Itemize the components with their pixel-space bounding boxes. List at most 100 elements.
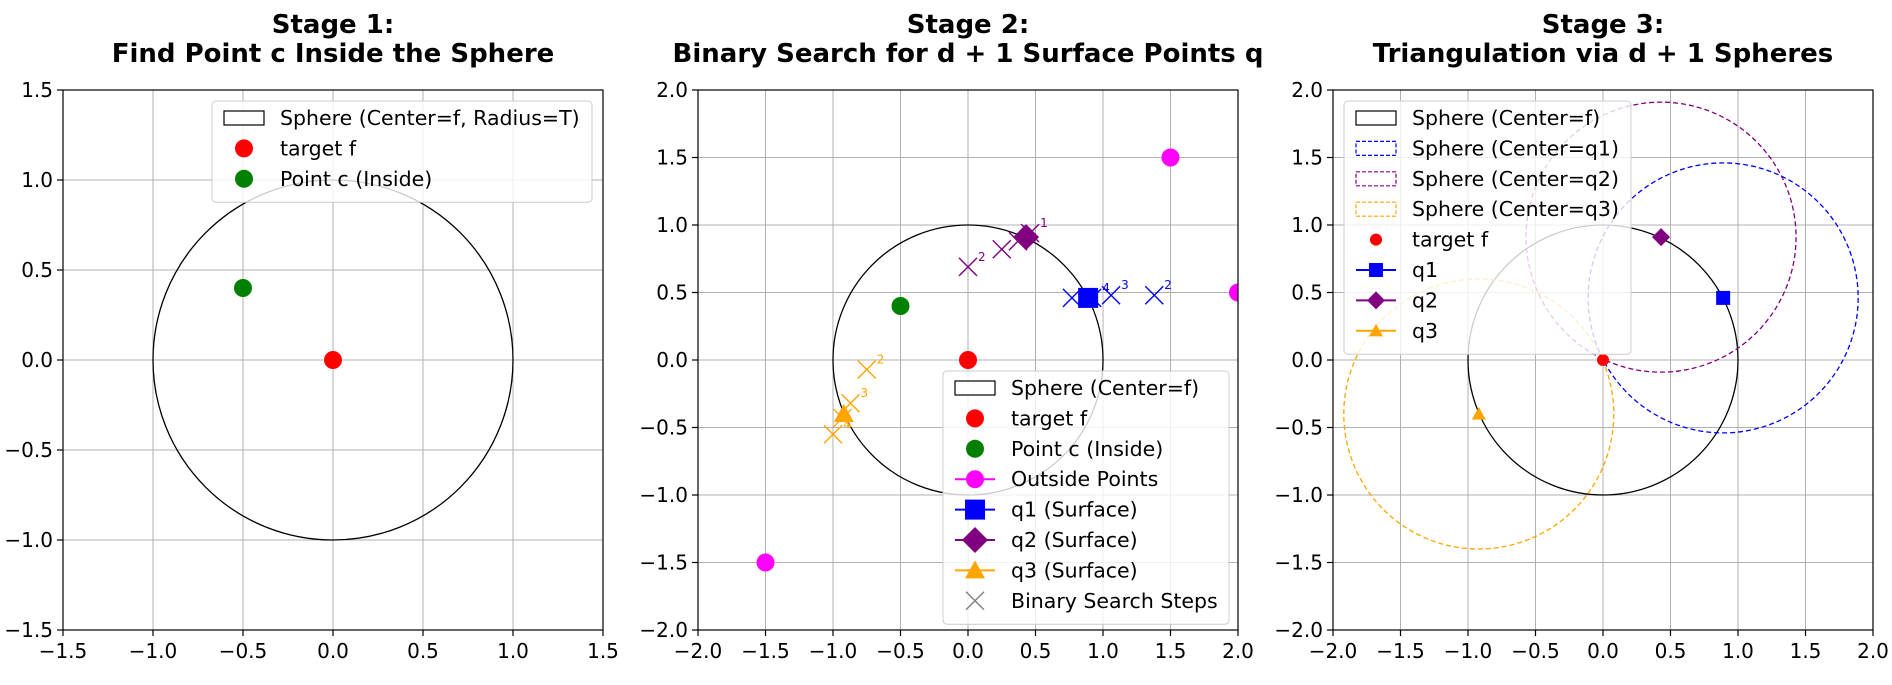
legend: Sphere (Center=f, Radius=T) target f Point…: [211, 100, 593, 203]
legend-box: [1343, 100, 1632, 355]
x-stroke: [823, 424, 843, 444]
x-tick-label: 0.0: [952, 639, 984, 663]
step-label: 4: [1102, 281, 1110, 295]
y-tick-label: −1.5: [639, 551, 688, 575]
point-marker: [756, 553, 775, 572]
y-tick-label: −0.5: [639, 416, 688, 440]
chart-title-line: Stage 2:: [907, 10, 1029, 40]
x-tick-label: −1.0: [129, 639, 178, 663]
legend-label: Point c (Inside): [1011, 437, 1163, 461]
legend-label: q3 (Surface): [1011, 558, 1138, 582]
chart-title-line: Find Point c Inside the Sphere: [112, 39, 555, 69]
y-tick-label: −0.5: [4, 438, 53, 462]
legend-swatch: [223, 110, 265, 126]
y-tick-label: 1.5: [1291, 146, 1323, 170]
y-tick-label: −1.5: [4, 618, 53, 642]
legend-marker: [962, 527, 988, 553]
x-tick-label: 0.0: [1587, 639, 1619, 663]
legend-label: q3: [1412, 319, 1438, 343]
x-stroke: [992, 239, 1012, 259]
legend-box: [942, 370, 1230, 625]
x-stroke: [857, 359, 877, 379]
x-tick-label: −0.5: [1511, 639, 1560, 663]
y-tick-label: −1.0: [4, 528, 53, 552]
x-tick-label: 1.5: [587, 639, 619, 663]
legend-swatch: [1355, 201, 1397, 217]
legend-label: q2: [1412, 288, 1438, 312]
y-tick-label: 1.0: [1291, 213, 1323, 237]
binary-search-step: [1062, 288, 1082, 308]
legend-marker: [966, 439, 984, 458]
legend-marker: [1370, 233, 1382, 246]
x-tick-label: 1.0: [1087, 639, 1119, 663]
x-stroke: [965, 591, 985, 611]
y-tick-label: 0.5: [656, 281, 688, 305]
binary-search-step: [823, 424, 843, 444]
legend-marker: [1369, 323, 1383, 337]
legend-marker: [1367, 291, 1385, 310]
legend: Sphere (Center=f) Sphere (Center=q1) Spher…: [1343, 100, 1632, 355]
x-tick-label: −1.0: [1444, 639, 1493, 663]
x-tick-label: 1.0: [1722, 639, 1754, 663]
point-marker: [1597, 354, 1609, 366]
plot-frame: [62, 89, 604, 631]
x-tick-label: −2.0: [674, 639, 723, 663]
x-tick-label: 1.5: [1155, 639, 1187, 663]
x-tick-label: −1.5: [39, 639, 88, 663]
legend-marker: [966, 409, 984, 428]
legend-box: [211, 100, 593, 203]
step-label: 3: [1121, 278, 1129, 292]
x-tick-label: 1.5: [1790, 639, 1822, 663]
y-tick-label: −2.0: [639, 618, 688, 642]
legend-label: Sphere (Center=q3): [1412, 197, 1619, 221]
legend-label: Outside Points: [1011, 467, 1158, 491]
x-tick-label: −2.0: [1309, 639, 1358, 663]
point-marker: [1229, 283, 1238, 302]
legend-marker: [1369, 263, 1383, 277]
chart-title-line: Stage 1:: [272, 10, 394, 40]
legend-swatch: [954, 380, 996, 396]
plot-frame: [697, 89, 1239, 631]
legend-label: target f: [280, 136, 357, 160]
sphere-circle: [1587, 162, 1859, 434]
x-tick-label: −1.5: [741, 639, 790, 663]
legend-label: Point c (Inside): [280, 167, 432, 191]
x-tick-label: 0.5: [1020, 639, 1052, 663]
y-tick-label: 0.5: [21, 258, 53, 282]
chart-panel-1: Stage 1:Find Point c Inside the Sphere −1…: [4, 10, 618, 663]
y-tick-label: 0.0: [656, 348, 688, 372]
point-marker: [1471, 407, 1486, 420]
point-marker: [1652, 228, 1671, 247]
x-tick-label: −1.0: [809, 639, 858, 663]
legend-label: Sphere (Center=q2): [1412, 167, 1619, 191]
x-tick-label: 0.5: [1655, 639, 1687, 663]
legend-marker: [965, 591, 985, 611]
chart-panel-3: Stage 3:Triangulation via d + 1 Spheres −…: [1274, 10, 1888, 663]
legend-label: q2 (Surface): [1011, 528, 1138, 552]
step-label: 1: [1040, 216, 1048, 230]
legend-label: target f: [1011, 406, 1088, 430]
step-label: 2: [978, 250, 986, 264]
legend-marker: [965, 560, 985, 579]
x-tick-label: −0.5: [219, 639, 268, 663]
step-label: 3: [861, 386, 869, 400]
point-marker: [1013, 224, 1040, 251]
point-marker: [1716, 290, 1731, 305]
chart-title-line: Triangulation via d + 1 Spheres: [1373, 39, 1834, 69]
y-tick-label: 0.0: [1291, 348, 1323, 372]
y-tick-label: 0.0: [21, 348, 53, 372]
binary-search-step: [1101, 285, 1121, 305]
x-tick-label: 2.0: [1222, 639, 1254, 663]
binary-search-step: [857, 359, 877, 379]
legend-label: q1 (Surface): [1011, 498, 1138, 522]
y-tick-label: −1.0: [1274, 483, 1323, 507]
chart-panel-2: Stage 2:Binary Search for d + 1 Surface …: [639, 10, 1263, 663]
step-label: 2: [877, 352, 885, 366]
y-tick-label: 1.5: [21, 78, 53, 102]
plot-frame: [1332, 89, 1874, 631]
legend-label: Sphere (Center=f): [1011, 376, 1199, 400]
point-marker: [324, 351, 342, 369]
legend-marker: [235, 139, 253, 158]
binary-search-step: [992, 239, 1012, 259]
